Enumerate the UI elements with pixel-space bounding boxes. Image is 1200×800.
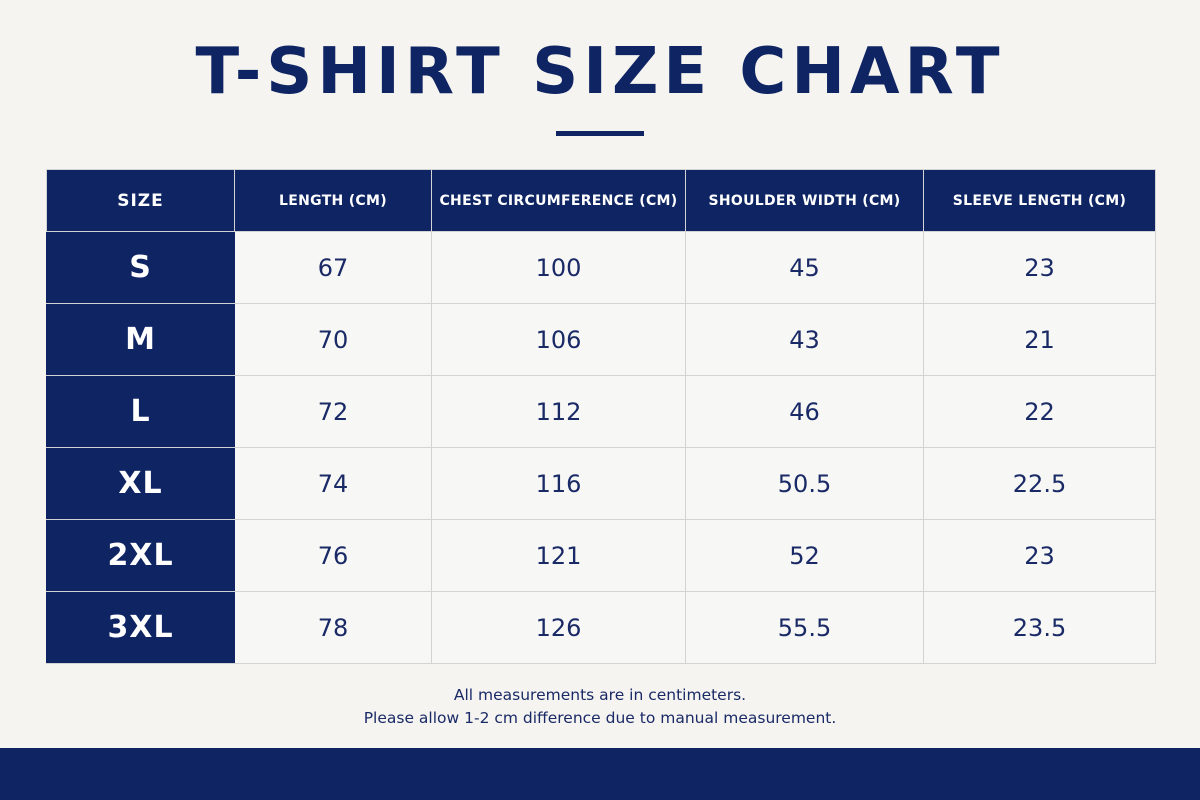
sleeve-value: 22.5 bbox=[923, 447, 1156, 520]
size-chart-table: SIZE LENGTH (CM) CHEST CIRCUMFERENCE (CM… bbox=[46, 169, 1156, 664]
size-label: L bbox=[46, 375, 235, 448]
chest-value: 126 bbox=[431, 591, 686, 664]
length-value: 70 bbox=[234, 303, 432, 376]
chest-value: 112 bbox=[431, 375, 686, 448]
chest-value: 100 bbox=[431, 231, 686, 304]
sleeve-value: 23 bbox=[923, 519, 1156, 592]
size-label: M bbox=[46, 303, 235, 376]
header-shoulder-width: SHOULDER WIDTH (CM) bbox=[685, 169, 924, 232]
note-line-units: All measurements are in centimeters. bbox=[453, 686, 747, 704]
table-row: M 70 106 43 21 bbox=[46, 303, 1156, 376]
size-label: S bbox=[46, 231, 235, 304]
chest-value: 116 bbox=[431, 447, 686, 520]
sleeve-value: 21 bbox=[923, 303, 1156, 376]
length-value: 74 bbox=[234, 447, 432, 520]
sleeve-value: 23 bbox=[923, 231, 1156, 304]
length-value: 78 bbox=[234, 591, 432, 664]
chest-value: 106 bbox=[431, 303, 686, 376]
chest-value: 121 bbox=[431, 519, 686, 592]
shoulder-value: 43 bbox=[685, 303, 924, 376]
table-row: S 67 100 45 23 bbox=[46, 231, 1156, 304]
length-value: 72 bbox=[234, 375, 432, 448]
page-title: T-SHIRT SIZE CHART bbox=[195, 35, 1005, 109]
table-row: L 72 112 46 22 bbox=[46, 375, 1156, 448]
header-sleeve-length: SLEEVE LENGTH (CM) bbox=[923, 169, 1156, 232]
length-value: 76 bbox=[234, 519, 432, 592]
length-value: 67 bbox=[234, 231, 432, 304]
size-label: 3XL bbox=[46, 591, 235, 664]
sleeve-value: 23.5 bbox=[923, 591, 1156, 664]
footer-band bbox=[0, 748, 1200, 800]
table-row: XL 74 116 50.5 22.5 bbox=[46, 447, 1156, 520]
shoulder-value: 45 bbox=[685, 231, 924, 304]
size-label: XL bbox=[46, 447, 235, 520]
table-header-row: SIZE LENGTH (CM) CHEST CIRCUMFERENCE (CM… bbox=[46, 169, 1156, 232]
shoulder-value: 55.5 bbox=[685, 591, 924, 664]
shoulder-value: 52 bbox=[685, 519, 924, 592]
title-underline bbox=[556, 131, 644, 136]
header-length: LENGTH (CM) bbox=[234, 169, 432, 232]
header-chest-circumference: CHEST CIRCUMFERENCE (CM) bbox=[431, 169, 686, 232]
header-size: SIZE bbox=[46, 169, 235, 232]
table-row: 3XL 78 126 55.5 23.5 bbox=[46, 591, 1156, 664]
shoulder-value: 46 bbox=[685, 375, 924, 448]
table-row: 2XL 76 121 52 23 bbox=[46, 519, 1156, 592]
sleeve-value: 22 bbox=[923, 375, 1156, 448]
measurement-notes: All measurements are in centimeters. Ple… bbox=[0, 684, 1200, 730]
note-line-tolerance: Please allow 1-2 cm difference due to ma… bbox=[363, 709, 837, 727]
shoulder-value: 50.5 bbox=[685, 447, 924, 520]
size-label: 2XL bbox=[46, 519, 235, 592]
